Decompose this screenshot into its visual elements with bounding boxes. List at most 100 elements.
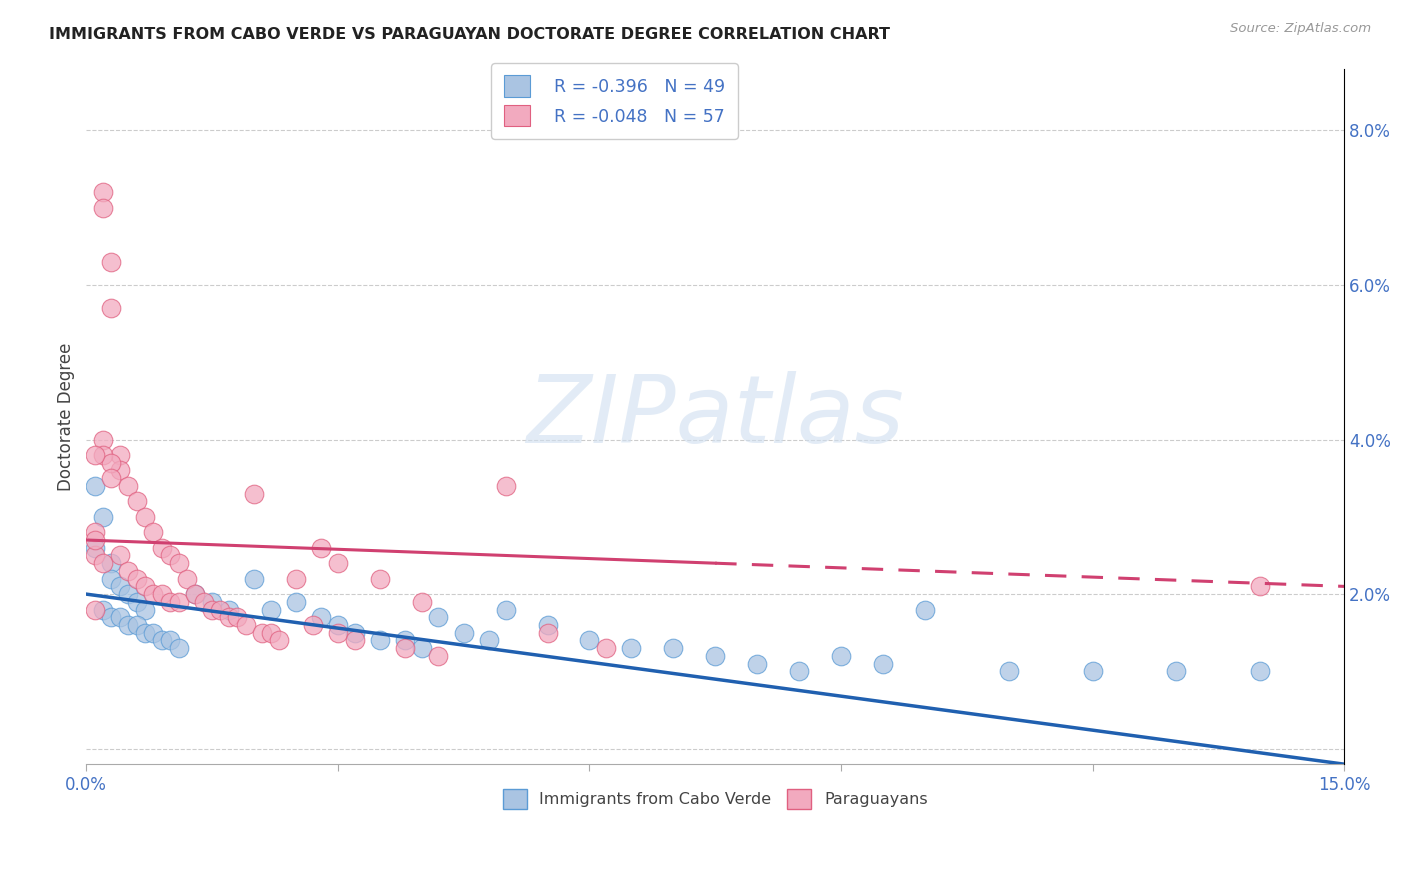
Point bbox=[662, 641, 685, 656]
Point bbox=[91, 201, 114, 215]
Point bbox=[284, 572, 307, 586]
Point bbox=[150, 633, 173, 648]
Point bbox=[243, 486, 266, 500]
Point bbox=[108, 463, 131, 477]
Point bbox=[411, 595, 433, 609]
Point bbox=[184, 587, 207, 601]
Point bbox=[427, 610, 450, 624]
Point bbox=[142, 525, 165, 540]
Point bbox=[284, 595, 307, 609]
Point bbox=[167, 556, 190, 570]
Point bbox=[117, 587, 139, 601]
Legend: Immigrants from Cabo Verde, Paraguayans: Immigrants from Cabo Verde, Paraguayans bbox=[496, 783, 934, 815]
Point bbox=[150, 541, 173, 555]
Point bbox=[91, 509, 114, 524]
Point bbox=[309, 610, 332, 624]
Point bbox=[747, 657, 769, 671]
Point bbox=[326, 618, 349, 632]
Point bbox=[83, 549, 105, 563]
Point bbox=[536, 618, 558, 632]
Point bbox=[91, 448, 114, 462]
Point bbox=[83, 525, 105, 540]
Point bbox=[914, 602, 936, 616]
Point bbox=[117, 479, 139, 493]
Point bbox=[100, 254, 122, 268]
Point bbox=[125, 618, 148, 632]
Point bbox=[176, 572, 198, 586]
Point bbox=[201, 595, 224, 609]
Point bbox=[142, 587, 165, 601]
Point bbox=[125, 494, 148, 508]
Point bbox=[167, 641, 190, 656]
Point bbox=[167, 595, 190, 609]
Point bbox=[134, 509, 156, 524]
Point bbox=[326, 625, 349, 640]
Y-axis label: Doctorate Degree: Doctorate Degree bbox=[58, 343, 75, 491]
Point bbox=[226, 610, 249, 624]
Point bbox=[218, 602, 240, 616]
Point bbox=[83, 479, 105, 493]
Point bbox=[301, 618, 323, 632]
Point bbox=[159, 595, 181, 609]
Point bbox=[201, 602, 224, 616]
Point bbox=[125, 572, 148, 586]
Point bbox=[134, 579, 156, 593]
Point bbox=[368, 633, 391, 648]
Point bbox=[453, 625, 475, 640]
Point bbox=[260, 625, 283, 640]
Point bbox=[108, 610, 131, 624]
Point bbox=[830, 648, 852, 663]
Point bbox=[134, 625, 156, 640]
Point bbox=[704, 648, 727, 663]
Point bbox=[100, 471, 122, 485]
Point bbox=[100, 301, 122, 315]
Point bbox=[1166, 665, 1188, 679]
Point bbox=[536, 625, 558, 640]
Point bbox=[326, 556, 349, 570]
Point bbox=[620, 641, 643, 656]
Point bbox=[872, 657, 894, 671]
Point bbox=[260, 602, 283, 616]
Point bbox=[478, 633, 501, 648]
Point bbox=[184, 587, 207, 601]
Point bbox=[595, 641, 617, 656]
Point bbox=[427, 648, 450, 663]
Point bbox=[108, 579, 131, 593]
Text: Source: ZipAtlas.com: Source: ZipAtlas.com bbox=[1230, 22, 1371, 36]
Point bbox=[997, 665, 1019, 679]
Point bbox=[269, 633, 291, 648]
Point bbox=[91, 433, 114, 447]
Text: IMMIGRANTS FROM CABO VERDE VS PARAGUAYAN DOCTORATE DEGREE CORRELATION CHART: IMMIGRANTS FROM CABO VERDE VS PARAGUAYAN… bbox=[49, 27, 890, 42]
Point bbox=[495, 479, 517, 493]
Point bbox=[159, 549, 181, 563]
Point bbox=[368, 572, 391, 586]
Point bbox=[100, 456, 122, 470]
Point bbox=[83, 602, 105, 616]
Point bbox=[142, 625, 165, 640]
Point bbox=[83, 448, 105, 462]
Point bbox=[1081, 665, 1104, 679]
Text: ZIPatlas: ZIPatlas bbox=[526, 371, 904, 462]
Point bbox=[235, 618, 257, 632]
Point bbox=[578, 633, 600, 648]
Point bbox=[150, 587, 173, 601]
Point bbox=[91, 185, 114, 199]
Point bbox=[134, 602, 156, 616]
Point bbox=[394, 633, 416, 648]
Point bbox=[343, 633, 366, 648]
Point bbox=[309, 541, 332, 555]
Point bbox=[343, 625, 366, 640]
Point bbox=[100, 572, 122, 586]
Point bbox=[117, 618, 139, 632]
Point bbox=[117, 564, 139, 578]
Point bbox=[411, 641, 433, 656]
Point bbox=[252, 625, 274, 640]
Point bbox=[209, 602, 232, 616]
Point bbox=[125, 595, 148, 609]
Point bbox=[108, 549, 131, 563]
Point bbox=[394, 641, 416, 656]
Point bbox=[159, 633, 181, 648]
Point bbox=[91, 556, 114, 570]
Point bbox=[83, 541, 105, 555]
Point bbox=[83, 533, 105, 547]
